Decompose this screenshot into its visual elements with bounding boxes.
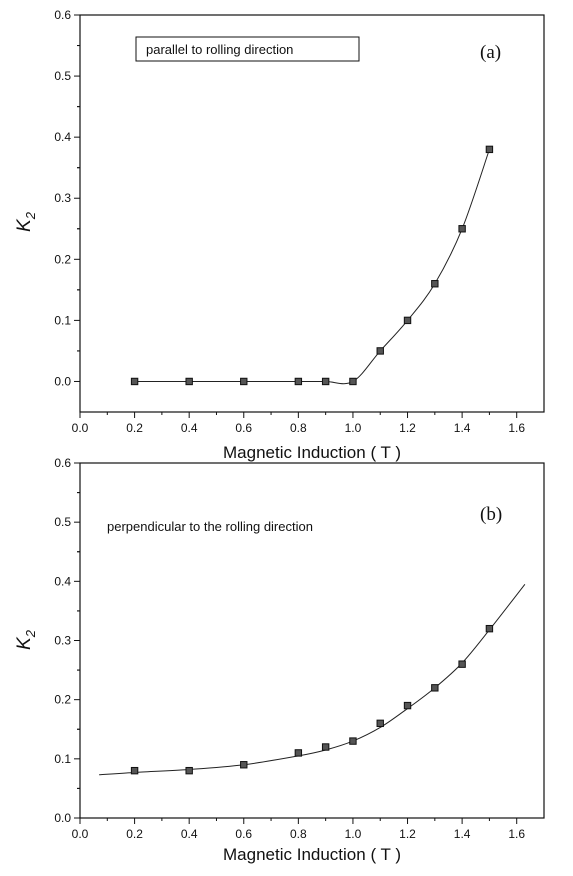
panel-b-y-axis-subscript: 2	[23, 629, 38, 638]
panel-b-fit-curve	[99, 583, 526, 776]
panel-a-data-point	[349, 377, 357, 386]
panel-a-data-point	[185, 377, 193, 386]
panel-b-y-axis-letter: K	[14, 636, 35, 650]
panel-a-data-point	[485, 145, 494, 154]
panel-b-data-point	[458, 660, 466, 668]
panel-b-y-ticks: 0.0 0.1 0.2 0.3 0.4 0.5 0.6	[54, 456, 80, 825]
panel-b-y-tick-label: 0.4	[54, 574, 71, 588]
panel-a-points-layer	[130, 145, 494, 386]
panel-b-data-point	[130, 766, 139, 775]
panel-a-data-point	[376, 347, 384, 355]
panel-b-x-tick-label: 0.6	[235, 827, 252, 841]
panel-b-data-point	[185, 766, 193, 775]
panel-a-fit-curve	[134, 149, 490, 385]
panel-a-x-tick-label: 1.0	[345, 421, 362, 435]
panel-a-y-axis-letter: K	[14, 218, 35, 232]
panel-a-y-tick-label: 0.3	[54, 191, 71, 205]
panel-a-data-point	[458, 225, 466, 233]
panel-a-data-point	[403, 316, 412, 325]
panel-a-x-tick-label: 1.6	[508, 421, 525, 435]
panel-b-x-tick-label: 1.6	[508, 827, 525, 841]
panel-a-y-tick-label: 0.2	[54, 252, 71, 266]
panel-b-x-tick-label: 1.4	[454, 827, 471, 841]
panel-a-x-ticks: 0.0 0.2 0.4 0.6 0.8 1.0 1.2 1.4 1.6	[72, 412, 525, 435]
panel-b-data-point	[431, 684, 439, 692]
panel-a-curve-layer	[134, 149, 490, 385]
panel-a-annotation-box	[135, 36, 360, 62]
panel-a-y-ticks: 0.0 0.1 0.2 0.3 0.4 0.5 0.6	[54, 8, 80, 388]
panel-a-data-point	[321, 377, 330, 386]
panel-b-x-axis-title: Magnetic Induction ( T )	[223, 845, 401, 864]
panel-a-x-tick-label: 0.0	[72, 421, 89, 435]
panel-b-label: (b)	[480, 504, 502, 525]
panel-a-y-tick-label: 0.1	[54, 313, 71, 327]
panel-b-data-point	[349, 737, 357, 745]
panel-b-x-tick-label: 0.2	[126, 827, 143, 841]
panel-a-y-tick-label: 0.6	[54, 8, 71, 22]
panel-b-data-point	[294, 749, 303, 757]
panel-b-y-tick-label: 0.3	[54, 634, 71, 648]
panel-a-data-point	[294, 377, 303, 386]
panel-b-y-tick-label: 0.6	[54, 456, 71, 470]
panel-b-data-point	[485, 624, 494, 633]
panel-a-x-axis-title: Magnetic Induction ( T )	[223, 443, 401, 462]
panel-b-x-tick-label: 1.0	[345, 827, 362, 841]
panel-a-y-tick-label: 0.4	[54, 130, 71, 144]
panel-b-data-point	[240, 761, 248, 769]
panel-a-x-tick-label: 0.8	[290, 421, 307, 435]
panel-a-x-tick-label: 1.4	[454, 421, 471, 435]
panel-a-data-point	[130, 377, 139, 386]
panel-a-y-tick-label: 0.5	[54, 69, 71, 83]
panel-a-x-tick-label: 0.2	[126, 421, 143, 435]
panel-a-data-point	[431, 280, 439, 288]
panel-b-annotation: perpendicular to the rolling direction	[107, 519, 313, 534]
panel-b: perpendicular to the rolling direction (…	[14, 456, 545, 864]
panel-b-y-tick-label: 0.5	[54, 515, 71, 529]
panel-b-data-point	[376, 719, 384, 728]
panel-a-y-axis-title: K2	[14, 211, 38, 232]
panel-b-x-ticks: 0.0 0.2 0.4 0.6 0.8 1.0 1.2 1.4 1.6	[72, 818, 525, 841]
panel-b-curve-layer	[99, 583, 526, 776]
panel-a-data-point	[240, 377, 248, 386]
panel-b-y-axis-title: K2	[14, 629, 38, 650]
panel-b-y-tick-label: 0.0	[54, 811, 71, 825]
panel-b-x-tick-label: 0.8	[290, 827, 307, 841]
panel-b-x-tick-label: 0.0	[72, 827, 89, 841]
panel-a-label: (a)	[480, 42, 501, 63]
panel-b-plot-frame	[79, 462, 545, 819]
panel-b-y-tick-label: 0.2	[54, 693, 71, 707]
panel-a-annotation: parallel to rolling direction	[146, 42, 293, 57]
panel-a-plot-frame	[79, 14, 545, 413]
panel-a-x-tick-label: 0.4	[181, 421, 198, 435]
panel-a-x-tick-label: 0.6	[235, 421, 252, 435]
panel-b-points-layer	[130, 624, 494, 775]
panel-b-data-point	[403, 701, 412, 710]
panel-a: parallel to rolling direction (a) 0.0 0.2…	[14, 8, 545, 462]
panel-a-y-tick-label: 0.0	[54, 374, 71, 388]
panel-b-y-tick-label: 0.1	[54, 752, 71, 766]
panel-a-y-axis-subscript: 2	[23, 211, 38, 220]
panel-b-x-tick-label: 0.4	[181, 827, 198, 841]
panel-b-data-point	[321, 743, 330, 751]
panel-b-x-tick-label: 1.2	[399, 827, 416, 841]
panel-a-x-tick-label: 1.2	[399, 421, 416, 435]
